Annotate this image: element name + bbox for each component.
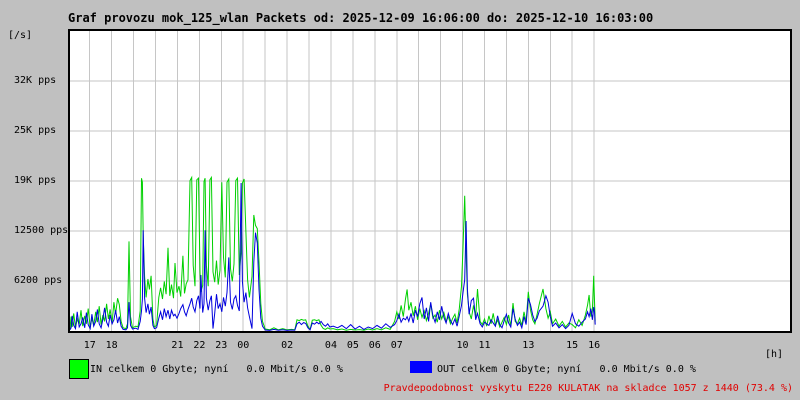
x-tick-label: 07: [390, 340, 403, 351]
probability-note: Pravdepodobnost vyskytu E220 KULATAK na …: [383, 383, 793, 394]
page-title: Graf provozu mok_125_wlan Packets od: 20…: [68, 11, 654, 25]
x-tick-label: 17: [83, 340, 96, 351]
legend-out-swatch: [410, 361, 432, 373]
y-tick-label: 12500 pps: [14, 225, 69, 236]
x-tick-label: 16: [588, 340, 601, 351]
y-tick-label: 25K pps: [14, 125, 57, 136]
y-tick-label: 6200 pps: [14, 275, 63, 286]
x-tick-label: 15: [566, 340, 579, 351]
legend-in-swatch: [69, 359, 89, 379]
x-tick-label: 23: [215, 340, 228, 351]
x-tick-label: 05: [346, 340, 359, 351]
x-tick-label: 21: [171, 340, 184, 351]
y-tick-label: 32K pps: [14, 75, 57, 86]
x-tick-label: 13: [522, 340, 535, 351]
y-tick-label: 19K pps: [14, 175, 57, 186]
x-tick-label: 22: [193, 340, 206, 351]
legend-out-label: OUT celkem 0 Gbyte; nyní 0.0 Mbit/s 0.0 …: [437, 364, 696, 375]
x-tick-label: 06: [368, 340, 381, 351]
traffic-chart-plot-area: [68, 29, 792, 333]
y-axis-unit-label: [/s]: [8, 30, 33, 41]
x-tick-label: 04: [324, 340, 337, 351]
legend-in-label: IN celkem 0 Gbyte; nyní 0.0 Mbit/s 0.0 %: [90, 364, 343, 375]
x-tick-label: 00: [237, 340, 250, 351]
x-tick-label: 18: [105, 340, 118, 351]
series-out-line: [70, 182, 596, 331]
traffic-chart-svg: [70, 31, 790, 331]
x-tick-label: 02: [281, 340, 294, 351]
x-axis-unit-label: [h]: [765, 349, 784, 360]
series-in-line: [70, 175, 596, 331]
x-tick-label: 11: [478, 340, 491, 351]
x-tick-label: 10: [456, 340, 469, 351]
